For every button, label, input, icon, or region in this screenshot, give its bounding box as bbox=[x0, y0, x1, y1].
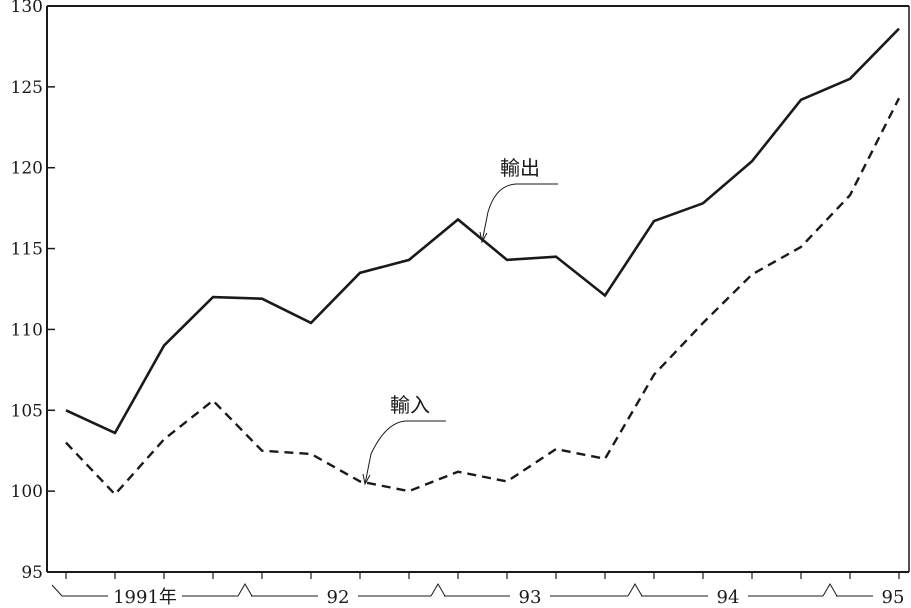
y-tick-label: 115 bbox=[11, 240, 43, 260]
x-year-label: 94 bbox=[717, 587, 740, 608]
year-bracket-start bbox=[51, 584, 63, 597]
import-series-line bbox=[65, 97, 901, 497]
import-series-label-pointer bbox=[362, 473, 371, 486]
year-separator bbox=[822, 583, 838, 597]
y-tick-label: 95 bbox=[21, 563, 43, 583]
year-separator bbox=[627, 583, 643, 597]
y-tick-label: 120 bbox=[11, 159, 43, 179]
x-year-label: 1991年 bbox=[113, 587, 177, 608]
import-series-label: 輸入 bbox=[390, 393, 430, 417]
x-year-label: 93 bbox=[519, 587, 542, 608]
year-separator bbox=[237, 583, 253, 597]
export-series-line bbox=[65, 27, 900, 435]
y-tick-label: 125 bbox=[11, 78, 43, 98]
export-series-label-pointer bbox=[479, 231, 488, 244]
x-year-label: 92 bbox=[327, 587, 350, 608]
y-tick-label: 110 bbox=[11, 320, 43, 340]
x-year-label: 95 bbox=[882, 587, 905, 608]
axes: 95 100 105 110 115 120 125 130 1991年 92 93 94 95 bbox=[11, 0, 910, 608]
export-series-label-leader bbox=[481, 183, 558, 243]
export-series-label: 輸出 bbox=[500, 156, 540, 180]
y-tick-label: 105 bbox=[11, 401, 43, 421]
y-tick-label: 130 bbox=[11, 0, 43, 17]
import-series-label-leader bbox=[364, 420, 446, 485]
series-lines bbox=[65, 27, 901, 497]
y-tick-label: 100 bbox=[11, 482, 43, 502]
year-separator bbox=[430, 583, 446, 597]
